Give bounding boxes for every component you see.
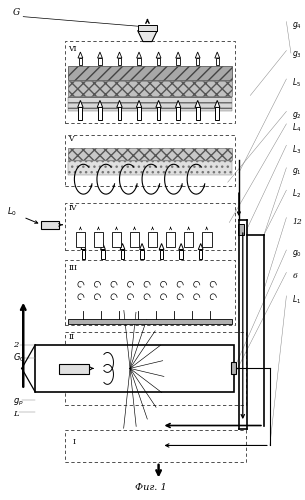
Text: V: V [68,136,74,143]
Bar [184,232,193,247]
Polygon shape [156,52,161,58]
Text: G: G [13,8,20,16]
Text: $L_3$: $L_3$ [292,143,302,156]
Bar [130,232,139,247]
Bar [41,221,59,228]
Polygon shape [78,108,82,120]
Polygon shape [81,244,86,250]
Bar [65,202,235,250]
Bar [68,161,232,175]
Polygon shape [179,244,184,250]
Polygon shape [199,250,203,260]
Text: $L_4$: $L_4$ [292,122,302,134]
Polygon shape [195,100,200,107]
Text: 12: 12 [292,218,302,226]
Bar [138,24,157,30]
Text: $G_0$: $G_0$ [13,352,24,364]
Polygon shape [78,100,83,107]
Bar [202,232,211,247]
Polygon shape [140,250,144,260]
Polygon shape [121,250,124,260]
Polygon shape [215,52,220,58]
Text: II: II [69,333,75,341]
Polygon shape [179,250,183,260]
Polygon shape [136,100,142,107]
Text: $L_5$: $L_5$ [292,76,302,89]
Polygon shape [176,108,180,120]
Text: $L_0$: $L_0$ [7,205,17,218]
Bar [59,364,89,374]
Polygon shape [216,58,219,64]
Polygon shape [177,58,180,64]
Polygon shape [117,52,122,58]
Bar [65,135,235,186]
Polygon shape [118,58,121,64]
Polygon shape [97,100,103,107]
Text: III: III [68,264,77,272]
Polygon shape [214,100,220,107]
Bar [112,232,121,247]
Polygon shape [98,52,102,58]
Polygon shape [120,244,125,250]
Polygon shape [157,58,160,64]
Polygon shape [140,244,145,250]
Bar [65,40,235,123]
Polygon shape [117,100,122,107]
Text: I: I [73,438,76,446]
Polygon shape [138,30,157,42]
Bar [65,430,246,462]
Polygon shape [82,250,85,260]
Polygon shape [215,108,219,120]
Text: $g_2$: $g_2$ [292,110,302,121]
Polygon shape [176,52,181,58]
Text: Фиг. 1: Фиг. 1 [135,484,167,492]
Polygon shape [175,100,181,107]
Text: $L_1$: $L_1$ [292,294,302,306]
Text: $g_p$: $g_p$ [13,396,23,407]
Text: $g_1$: $g_1$ [292,166,302,177]
Polygon shape [196,58,199,64]
Bar [231,362,236,374]
Text: 6: 6 [292,272,297,280]
Polygon shape [79,58,82,64]
Bar [68,319,232,324]
Polygon shape [98,58,102,64]
Polygon shape [196,108,199,120]
Text: L: L [13,410,18,418]
Bar [166,232,175,247]
Text: 2: 2 [13,341,18,349]
Polygon shape [156,100,161,107]
Polygon shape [118,108,121,120]
Bar [35,344,234,392]
Text: $g_0$: $g_0$ [292,248,302,260]
Polygon shape [78,52,83,58]
Polygon shape [101,250,105,260]
Bar [68,66,232,80]
Bar [65,260,235,325]
Polygon shape [98,108,102,120]
Polygon shape [157,108,160,120]
Bar [68,82,232,96]
Polygon shape [159,244,164,250]
Text: $g_3$: $g_3$ [292,49,302,60]
Text: VI: VI [68,44,77,52]
Polygon shape [198,244,203,250]
Text: $L_2$: $L_2$ [292,188,302,200]
Bar [68,98,232,112]
Polygon shape [195,52,200,58]
Bar [65,332,246,404]
Polygon shape [137,52,142,58]
Polygon shape [137,58,141,64]
Bar [68,148,232,160]
Polygon shape [160,250,163,260]
Polygon shape [137,108,141,120]
Text: IV: IV [68,204,77,212]
Bar [94,232,103,247]
Text: $g_4$: $g_4$ [292,20,302,31]
Bar [76,232,85,247]
Polygon shape [101,244,105,250]
Bar [148,232,157,247]
Bar [238,224,244,235]
